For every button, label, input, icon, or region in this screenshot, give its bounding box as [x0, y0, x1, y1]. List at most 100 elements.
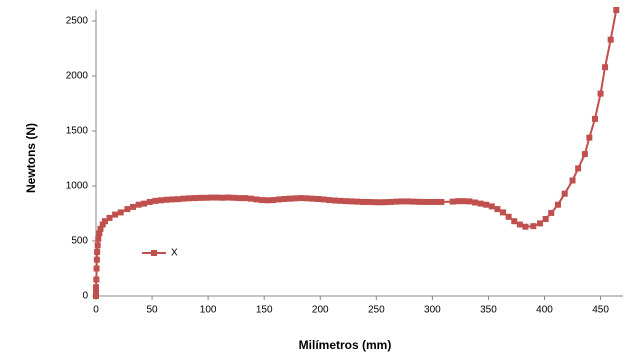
point — [586, 134, 593, 141]
x-tick-label: 300 — [424, 305, 441, 316]
point — [427, 198, 434, 205]
y-tick-label: 0 — [82, 291, 88, 302]
point — [354, 198, 361, 205]
x-tick-label: 250 — [368, 305, 385, 316]
point — [186, 195, 193, 202]
x-tick-label: 50 — [147, 305, 159, 316]
point — [359, 198, 366, 205]
point — [146, 198, 153, 205]
point — [320, 196, 327, 203]
point — [309, 195, 316, 202]
point — [117, 209, 124, 216]
point — [542, 216, 549, 222]
point — [404, 198, 411, 205]
point — [432, 198, 439, 205]
x-tick-label: 200 — [312, 305, 329, 316]
x-tick-label: 150 — [256, 305, 273, 316]
point — [191, 195, 198, 202]
point — [561, 190, 568, 197]
point — [607, 36, 614, 43]
point — [258, 197, 265, 204]
point — [253, 196, 260, 203]
point — [575, 165, 582, 172]
point — [449, 198, 456, 205]
point — [460, 198, 467, 205]
point — [275, 196, 282, 203]
point — [488, 203, 495, 210]
point — [225, 194, 232, 201]
point — [569, 177, 576, 184]
point — [537, 220, 544, 227]
point — [477, 200, 484, 207]
point — [337, 197, 344, 204]
point — [93, 276, 100, 283]
point — [93, 256, 100, 263]
x-tick-label: 450 — [592, 305, 609, 316]
point — [597, 90, 604, 97]
point — [455, 198, 462, 205]
point — [163, 196, 170, 203]
point — [371, 199, 378, 206]
point — [613, 7, 620, 13]
point — [99, 221, 106, 228]
point — [511, 218, 518, 225]
point — [326, 197, 333, 204]
y-tick-label: 2000 — [66, 71, 89, 82]
point — [169, 196, 176, 203]
y-tick-label: 1000 — [66, 181, 89, 192]
point — [471, 199, 478, 206]
point — [331, 197, 338, 204]
point — [393, 198, 400, 205]
point — [93, 293, 99, 299]
point — [96, 230, 103, 237]
point — [197, 194, 204, 201]
point — [202, 194, 209, 201]
legend-label: X — [171, 248, 178, 259]
point — [500, 209, 507, 216]
y-tick-label: 2500 — [66, 16, 89, 27]
point — [548, 209, 555, 216]
x-tick-label: 350 — [480, 305, 497, 316]
point — [415, 198, 422, 205]
point — [522, 223, 529, 230]
point — [264, 197, 271, 204]
point — [438, 198, 445, 205]
point — [376, 199, 383, 206]
point — [219, 194, 226, 201]
point — [247, 195, 254, 202]
point — [242, 195, 249, 202]
point — [505, 213, 512, 220]
point — [95, 235, 102, 242]
point — [135, 201, 142, 208]
point — [382, 199, 389, 206]
point — [466, 198, 473, 205]
point — [101, 218, 108, 225]
point — [581, 151, 588, 158]
point — [93, 284, 99, 291]
point — [93, 289, 99, 296]
point — [516, 221, 523, 228]
legend-marker — [151, 250, 157, 256]
point — [270, 197, 277, 204]
y-axis-title: Newtons (N) — [24, 123, 38, 193]
x-tick-label: 100 — [200, 305, 217, 316]
point — [94, 249, 101, 255]
point — [421, 198, 428, 205]
point — [97, 225, 104, 232]
point — [343, 198, 350, 205]
point — [281, 195, 288, 202]
point — [230, 194, 237, 201]
point — [292, 195, 299, 202]
point — [348, 198, 355, 205]
point — [387, 198, 394, 205]
point — [494, 206, 501, 213]
point — [158, 197, 165, 204]
point — [94, 242, 101, 249]
point — [554, 201, 561, 208]
point — [208, 194, 215, 201]
point — [286, 195, 293, 202]
point — [152, 197, 159, 204]
point — [399, 198, 406, 205]
point — [410, 198, 417, 205]
